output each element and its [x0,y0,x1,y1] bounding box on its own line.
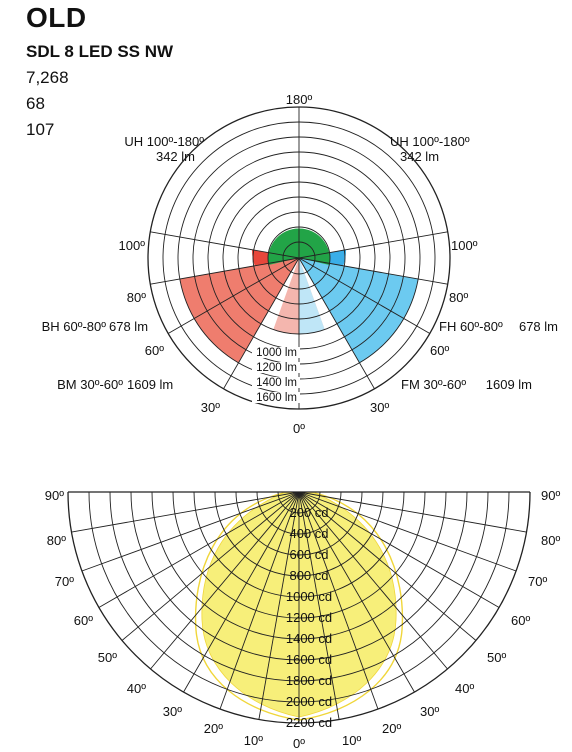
zone-bh-lumens: 678 lm [109,319,148,334]
cd-angle-right-60: 60º [511,613,530,628]
cd-angle-right-20: 20º [382,721,401,736]
zone-uh-left-lumens: 342 lm [156,149,195,164]
zonal-angle-60-right: 60º [430,343,449,358]
cd-angle-left-90: 90º [45,488,64,503]
cd-ring-label-400: 400 cd [289,526,328,541]
cd-ring-label-200: 200 cd [289,505,328,520]
cd-angle-left-20: 20º [204,721,223,736]
cd-angle-right-10: 10º [342,733,361,748]
fixture-model-name: SDL 8 LED SS NW [26,42,174,61]
zonal-angle-30-right: 30º [370,400,389,415]
zone-fh-name: FH 60º-80º [439,319,503,334]
zonal-angle-80-right: 80º [449,290,468,305]
fixture-status-title: OLD [26,2,87,33]
candela-radial-lines [71,491,527,723]
cd-angle-left-50: 50º [98,650,117,665]
stat-value-3: 107 [26,120,55,139]
cd-ring-label-800: 800 cd [289,568,328,583]
zone-bm-lumens: 1609 lm [127,377,173,392]
cd-angle-right-40: 40º [455,681,474,696]
cd-ring-label-1200: 1200 cd [286,610,332,625]
zone-fm-lumens: 1609 lm [486,377,532,392]
zone-fm-name: FM 30º-60º [401,377,466,392]
zone-fm-wedge [299,258,418,363]
cd-angle-right-30: 30º [420,704,439,719]
zonal-angle-30-left: 30º [201,400,220,415]
zonal-radial-lines [150,107,448,409]
cd-angle-0: 0º [293,736,305,751]
zone-uh-left-name: UH 100º-180º [124,134,204,149]
zonal-lumen-diagram: 1000 lm 1200 lm 1400 lm 1600 lm 180º 100… [42,92,558,436]
zonal-angle-180: 180º [286,92,313,107]
stat-value-2: 68 [26,94,45,113]
zone-fl-overlay [299,258,325,334]
cd-angle-left-70: 70º [55,574,74,589]
zonal-angle-100-right: 100º [451,238,478,253]
zonal-angle-80-left: 80º [127,290,146,305]
zonal-ring-label-1200: 1200 lm [256,362,297,374]
zone-bm-name: BM 30º-60º [57,377,123,392]
zonal-angle-60-left: 60º [145,343,164,358]
stat-value-1: 7,268 [26,68,69,87]
zone-bm-wedge [180,258,299,363]
cd-angle-right-70: 70º [528,574,547,589]
zonal-ring-label-1000: 1000 lm [256,347,297,359]
zone-uh-right-lumens: 342 lm [400,149,439,164]
cd-ring-label-2200: 2200 cd [286,715,332,730]
cd-angle-right-50: 50º [487,650,506,665]
cd-angle-right-90: 90º [541,488,560,503]
cd-ring-label-1600: 1600 cd [286,652,332,667]
zone-fh-lumens: 678 lm [519,319,558,334]
cd-angle-left-30: 30º [163,704,182,719]
zonal-ring-label-1400: 1400 lm [256,377,297,389]
candela-polar-diagram: 200 cd 400 cd 600 cd 800 cd 1000 cd 1200… [45,488,561,751]
cd-angle-left-40: 40º [127,681,146,696]
zone-uh-right-name: UH 100º-180º [390,134,470,149]
cd-angle-left-80: 80º [47,533,66,548]
cd-ring-label-1400: 1400 cd [286,631,332,646]
zonal-ring-label-1600: 1600 lm [256,392,297,404]
cd-ring-label-600: 600 cd [289,547,328,562]
zonal-angle-100-left: 100º [119,238,146,253]
cd-angle-left-60: 60º [74,613,93,628]
cd-ring-label-2000: 2000 cd [286,694,332,709]
cd-angle-left-10: 10º [244,733,263,748]
zonal-angle-0: 0º [293,421,305,436]
zone-bh-name: BH 60º-80º [42,319,107,334]
cd-ring-label-1000: 1000 cd [286,589,332,604]
cd-ring-label-1800: 1800 cd [286,673,332,688]
cd-angle-right-80: 80º [541,533,560,548]
